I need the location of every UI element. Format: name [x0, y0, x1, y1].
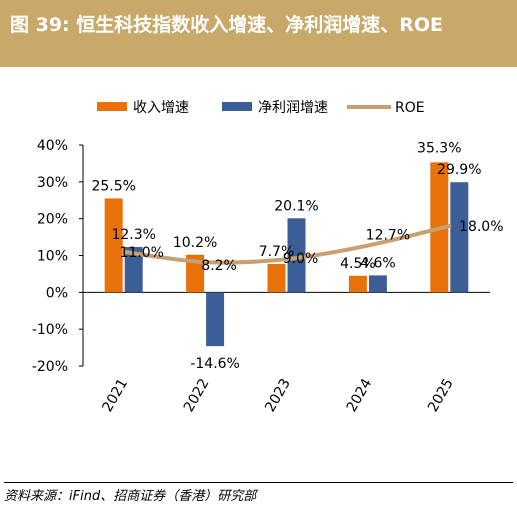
y-tick-label: 40% — [37, 138, 68, 154]
x-category-label: 2022 — [181, 376, 213, 415]
y-tick-label: 20% — [37, 212, 68, 228]
profit-data-label: 29.9% — [437, 162, 481, 178]
x-category-label: 2024 — [344, 376, 376, 415]
roe-line — [121, 224, 452, 265]
profit-growth-bar — [450, 182, 469, 293]
legend-label: ROE — [395, 100, 425, 116]
y-tick-label: 30% — [37, 175, 68, 191]
legend-swatch — [97, 102, 127, 111]
profit-growth-bar — [368, 275, 387, 293]
y-tick-label: -10% — [32, 322, 68, 338]
revenue-data-label: 35.3% — [417, 140, 461, 156]
roe-data-label: 12.7% — [366, 228, 410, 244]
revenue-data-label: 7.7% — [259, 244, 295, 260]
profit-growth-bar — [206, 292, 225, 347]
x-category-label: 2025 — [425, 376, 457, 415]
revenue-growth-bar — [348, 275, 367, 293]
revenue-data-label: 10.2% — [173, 235, 217, 251]
roe-data-label: 11.0% — [119, 245, 163, 261]
y-tick-label: 0% — [46, 285, 68, 301]
chart: -20% -10% 0% 10% 20% 30% 40% 25.5% 10.2% 7.7% 4.5%… — [32, 100, 504, 415]
roe-data-label: 8.2% — [201, 258, 237, 274]
profit-data-label: -14.6% — [190, 356, 240, 372]
profit-data-label: 20.1% — [274, 198, 318, 214]
figure-title: 图 39: 恒生科技指数收入增速、净利润增速、ROE — [10, 14, 444, 36]
profit-growth-bar — [287, 218, 306, 293]
roe-data-label: 18.0% — [459, 219, 503, 235]
legend-label: 净利润增速 — [258, 100, 328, 116]
revenue-growth-bar — [186, 254, 205, 293]
roe-data-label: 9.0% — [283, 251, 319, 267]
profit-data-label: 12.3% — [111, 227, 155, 243]
y-tick-label: -20% — [32, 359, 68, 375]
header-bar: 图 39: 恒生科技指数收入增速、净利润增速、ROE — [0, 0, 517, 67]
revenue-data-label: 4.5% — [340, 256, 376, 272]
revenue-growth-bar — [267, 263, 286, 293]
y-tick-label: 10% — [37, 249, 68, 265]
revenue-data-label: 25.5% — [91, 178, 135, 194]
x-category-label: 2021 — [99, 376, 131, 415]
legend-swatch — [222, 102, 252, 111]
profit-data-label: 4.6% — [360, 255, 396, 271]
source-note: 资料来源：iFind、招商证券（香港）研究部 — [4, 482, 513, 504]
profit-growth-bar — [124, 247, 143, 293]
revenue-growth-bar — [104, 198, 123, 293]
x-category-label: 2023 — [262, 376, 294, 415]
legend-label: 收入增速 — [133, 100, 189, 116]
